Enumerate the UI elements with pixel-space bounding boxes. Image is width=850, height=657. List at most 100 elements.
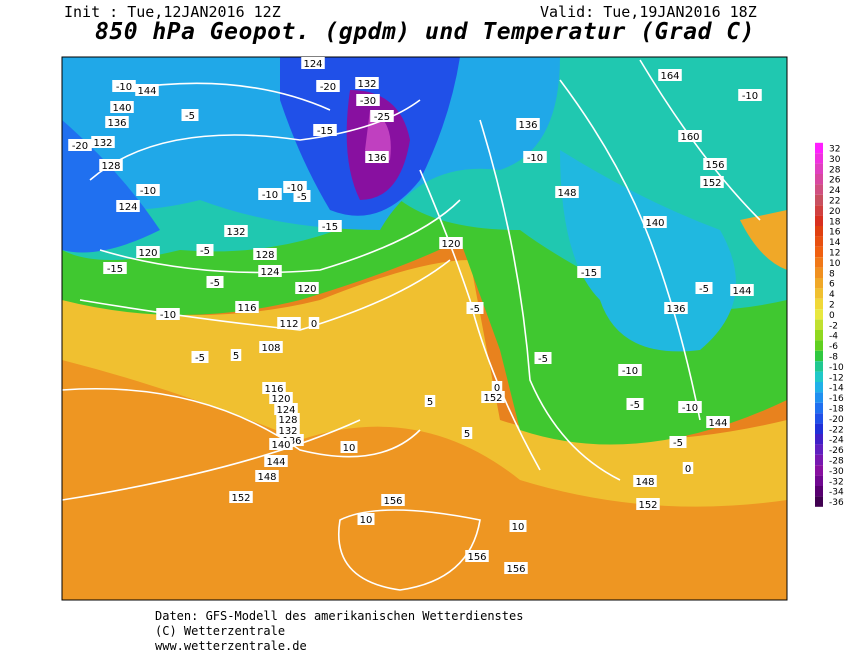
label-box bbox=[135, 84, 159, 96]
label-box bbox=[523, 151, 547, 163]
color-swatch bbox=[815, 371, 823, 382]
color-swatch bbox=[815, 309, 823, 320]
color-swatch bbox=[815, 163, 823, 174]
contour-label: 120 bbox=[271, 394, 290, 405]
label-box bbox=[700, 176, 724, 188]
contour-label: 140 bbox=[112, 103, 131, 114]
contour-label: 152 bbox=[702, 178, 721, 189]
label-box bbox=[626, 398, 644, 410]
contour-label: -10 bbox=[527, 153, 543, 164]
color-swatch bbox=[815, 444, 823, 455]
colorbar-label: -16 bbox=[829, 394, 844, 404]
label-box bbox=[112, 80, 136, 92]
label-box bbox=[669, 436, 687, 448]
colorbar-label: -32 bbox=[829, 477, 844, 487]
color-swatch bbox=[815, 278, 823, 289]
contour-label: 124 bbox=[303, 59, 322, 70]
colorbar-label: -20 bbox=[829, 415, 844, 425]
color-swatch bbox=[815, 153, 823, 164]
label-box bbox=[618, 364, 642, 376]
colorbar-label: -18 bbox=[829, 405, 844, 415]
color-swatch bbox=[815, 226, 823, 237]
label-box bbox=[509, 520, 527, 532]
contour-label: 136 bbox=[518, 120, 537, 131]
contour-label: 152 bbox=[231, 493, 250, 504]
colorbar-label: 18 bbox=[829, 217, 841, 227]
label-box bbox=[105, 116, 129, 128]
contour-label: -5 bbox=[673, 438, 683, 449]
colorbar-label: -14 bbox=[829, 384, 844, 394]
contour-label: -10 bbox=[682, 403, 698, 414]
contour-label: 136 bbox=[367, 153, 386, 164]
label-box bbox=[156, 308, 180, 320]
label-box bbox=[381, 494, 405, 506]
color-swatch bbox=[815, 361, 823, 372]
colorbar-label: -34 bbox=[829, 488, 844, 498]
contour-label: 0 bbox=[494, 383, 500, 394]
contour-label: -10 bbox=[116, 82, 132, 93]
label-box bbox=[110, 101, 134, 113]
contour-label: 140 bbox=[645, 218, 664, 229]
contour-label: 108 bbox=[261, 343, 280, 354]
contour-label: 128 bbox=[101, 161, 120, 172]
colorbar-label: 20 bbox=[829, 207, 841, 217]
label-box bbox=[504, 562, 528, 574]
label-box bbox=[356, 94, 380, 106]
color-swatch bbox=[815, 454, 823, 466]
contour-label: -5 bbox=[297, 192, 307, 203]
color-swatch bbox=[815, 257, 823, 268]
contour-label: -15 bbox=[322, 222, 338, 233]
contour-label: 116 bbox=[264, 384, 283, 395]
label-box bbox=[258, 188, 282, 200]
color-swatch bbox=[815, 475, 823, 486]
color-swatch bbox=[815, 298, 823, 310]
contour-label: 148 bbox=[257, 472, 276, 483]
colorbar-label: 22 bbox=[829, 197, 840, 207]
label-box bbox=[276, 424, 300, 436]
contour-label: 10 bbox=[343, 443, 356, 454]
label-box bbox=[235, 301, 259, 313]
label-box bbox=[355, 77, 379, 89]
contour-label: 156 bbox=[705, 160, 724, 171]
label-box bbox=[738, 89, 762, 101]
label-box bbox=[206, 276, 224, 288]
contour-label: 144 bbox=[732, 286, 751, 297]
contour-label: 156 bbox=[506, 564, 525, 575]
colorbar-label: -2 bbox=[829, 321, 838, 331]
label-box bbox=[664, 302, 688, 314]
color-swatch bbox=[815, 350, 823, 362]
label-box bbox=[316, 80, 340, 92]
label-box bbox=[695, 282, 713, 294]
label-box bbox=[555, 186, 579, 198]
colorbar-label: 4 bbox=[829, 290, 835, 300]
label-box bbox=[678, 130, 702, 142]
contour-label: -10 bbox=[140, 186, 156, 197]
contour-label: 116 bbox=[237, 303, 256, 314]
contour-label: -5 bbox=[699, 284, 709, 295]
color-swatch bbox=[815, 486, 823, 497]
label-box bbox=[230, 349, 242, 361]
color-swatch bbox=[815, 288, 823, 299]
label-box bbox=[258, 265, 282, 277]
colorbar-label: 28 bbox=[829, 165, 841, 175]
color-swatch bbox=[815, 465, 823, 476]
label-box bbox=[91, 136, 115, 148]
contour-label: 112 bbox=[279, 319, 298, 330]
init-time: Init : Tue,12JAN2016 12Z bbox=[64, 3, 281, 21]
map-frame bbox=[61, 56, 788, 601]
color-swatch bbox=[815, 246, 823, 258]
color-swatch bbox=[815, 392, 823, 403]
colorbar-label: 8 bbox=[829, 269, 835, 279]
contour-label: 148 bbox=[635, 477, 654, 488]
colorbar-label: -24 bbox=[829, 436, 844, 446]
color-swatch bbox=[815, 330, 823, 341]
label-box bbox=[269, 438, 293, 450]
label-box bbox=[357, 513, 375, 525]
colorbar-label: 6 bbox=[829, 280, 835, 290]
colorbar-label: 16 bbox=[829, 228, 841, 238]
footer-line: Daten: GFS-Modell des amerikanischen Wet… bbox=[155, 609, 524, 623]
colorbar-label: 12 bbox=[829, 249, 840, 259]
label-box bbox=[116, 200, 140, 212]
contour-label: -5 bbox=[470, 304, 480, 315]
